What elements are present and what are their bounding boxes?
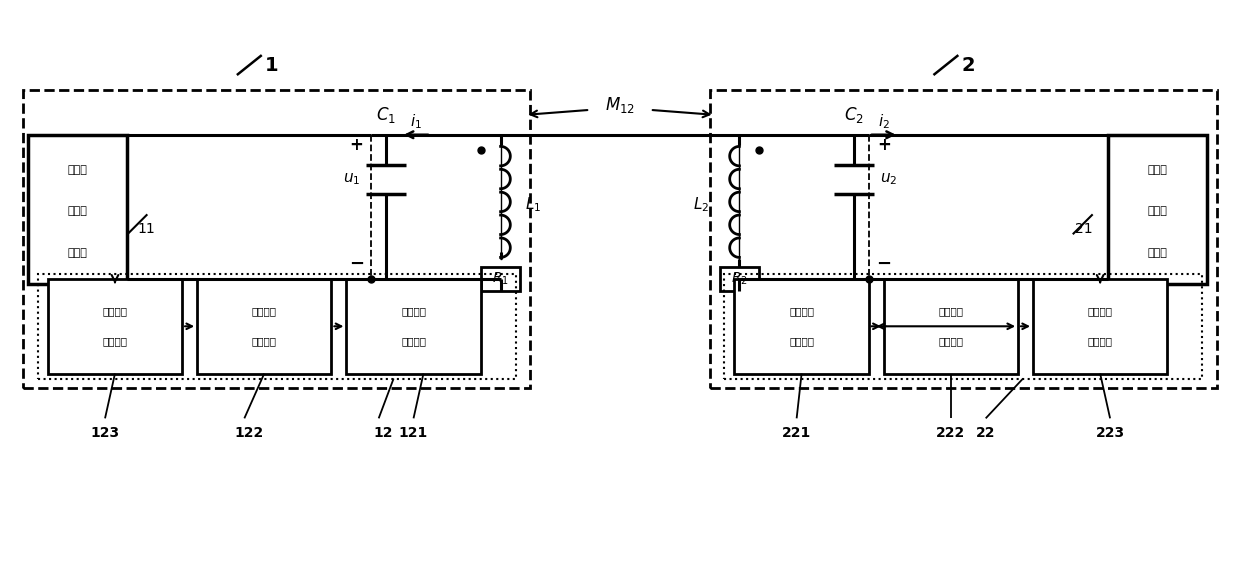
Text: 21: 21	[1075, 222, 1092, 236]
Text: 流受控: 流受控	[1147, 207, 1167, 216]
Text: 121: 121	[399, 426, 428, 440]
Text: 原边开关: 原边开关	[103, 306, 128, 316]
Text: 12: 12	[374, 426, 393, 440]
Text: $i_1$: $i_1$	[410, 113, 422, 131]
Text: $R_2$: $R_2$	[732, 271, 748, 287]
Bar	[719, 267, 759, 291]
Text: $u_2$: $u_2$	[880, 172, 898, 187]
Bar	[22, 90, 531, 389]
Text: 副边交: 副边交	[1147, 164, 1167, 175]
Text: +: +	[350, 135, 363, 154]
Text: 副边电流: 副边电流	[789, 306, 815, 316]
Bar	[709, 90, 1218, 389]
Bar	[1033, 279, 1167, 374]
Text: 副边开关: 副边开关	[1087, 306, 1112, 316]
Text: 1: 1	[265, 56, 279, 75]
Text: 原边交: 原边交	[68, 164, 88, 175]
Text: 222: 222	[936, 426, 966, 440]
Bar	[197, 279, 331, 374]
Bar	[481, 267, 521, 291]
Text: −: −	[877, 255, 892, 273]
Text: 123: 123	[91, 426, 119, 440]
Text: 流受控: 流受控	[68, 207, 88, 216]
Text: 223: 223	[1095, 426, 1125, 440]
Text: 驱动模块: 驱动模块	[103, 336, 128, 346]
Text: +: +	[877, 135, 890, 154]
Text: 采样模块: 采样模块	[401, 336, 427, 346]
Text: $R_1$: $R_1$	[492, 271, 510, 287]
Text: $C_2$: $C_2$	[844, 105, 864, 125]
Text: $L_1$: $L_1$	[526, 195, 542, 214]
Bar	[734, 279, 869, 374]
Text: 221: 221	[782, 426, 811, 440]
Bar	[1107, 135, 1207, 284]
Text: 电压源: 电压源	[1147, 248, 1167, 258]
Text: 122: 122	[234, 426, 264, 440]
Text: $C_1$: $C_1$	[376, 105, 396, 125]
Text: 控制模块: 控制模块	[939, 336, 963, 346]
Bar	[48, 279, 182, 374]
Bar	[29, 135, 128, 284]
Text: 采样模块: 采样模块	[789, 336, 815, 346]
Bar	[38, 274, 516, 378]
Text: 11: 11	[138, 222, 155, 236]
Text: 电压源: 电压源	[68, 248, 88, 258]
Text: 副边相位: 副边相位	[939, 306, 963, 316]
Text: 原边电流: 原边电流	[401, 306, 427, 316]
Text: $L_2$: $L_2$	[693, 195, 709, 214]
Text: 原边相位: 原边相位	[252, 306, 277, 316]
Text: 驱动模块: 驱动模块	[1087, 336, 1112, 346]
Text: 2: 2	[961, 56, 975, 75]
Bar	[884, 279, 1018, 374]
Text: $i_2$: $i_2$	[878, 113, 889, 131]
Text: $u_1$: $u_1$	[342, 172, 360, 187]
Bar	[724, 274, 1202, 378]
Text: 控制模块: 控制模块	[252, 336, 277, 346]
Text: $M_{12}$: $M_{12}$	[605, 95, 635, 115]
Bar	[346, 279, 481, 374]
Text: −: −	[348, 255, 363, 273]
Text: 22: 22	[976, 426, 996, 440]
